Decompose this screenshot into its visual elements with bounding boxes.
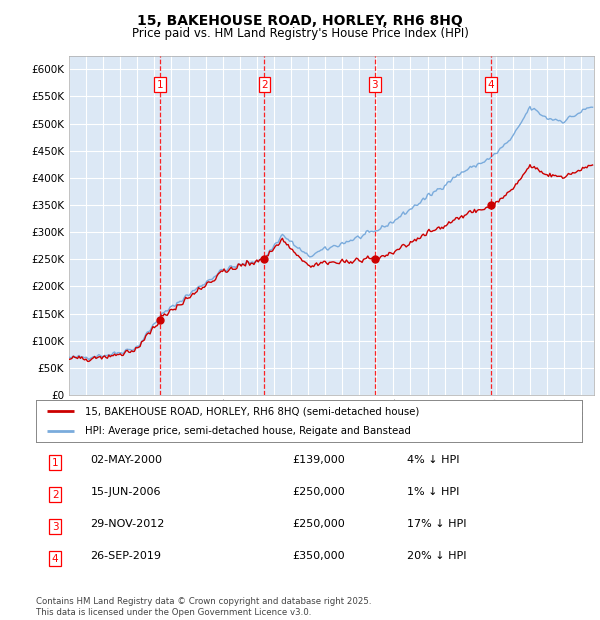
- Text: 4% ↓ HPI: 4% ↓ HPI: [407, 455, 460, 465]
- Text: 2: 2: [261, 79, 268, 90]
- Text: 1% ↓ HPI: 1% ↓ HPI: [407, 487, 460, 497]
- Text: 15, BAKEHOUSE ROAD, HORLEY, RH6 8HQ: 15, BAKEHOUSE ROAD, HORLEY, RH6 8HQ: [137, 14, 463, 28]
- Text: £250,000: £250,000: [293, 487, 346, 497]
- Text: 15-JUN-2006: 15-JUN-2006: [91, 487, 161, 497]
- Text: 2: 2: [52, 490, 58, 500]
- Text: 4: 4: [52, 554, 58, 564]
- Text: HPI: Average price, semi-detached house, Reigate and Banstead: HPI: Average price, semi-detached house,…: [85, 426, 411, 436]
- Text: 1: 1: [52, 458, 58, 467]
- Text: 26-SEP-2019: 26-SEP-2019: [91, 551, 161, 561]
- Text: 15, BAKEHOUSE ROAD, HORLEY, RH6 8HQ (semi-detached house): 15, BAKEHOUSE ROAD, HORLEY, RH6 8HQ (sem…: [85, 406, 419, 416]
- Text: 4: 4: [488, 79, 494, 90]
- Text: Contains HM Land Registry data © Crown copyright and database right 2025.
This d: Contains HM Land Registry data © Crown c…: [36, 598, 371, 617]
- Text: £250,000: £250,000: [293, 519, 346, 529]
- Text: 29-NOV-2012: 29-NOV-2012: [91, 519, 165, 529]
- Text: 17% ↓ HPI: 17% ↓ HPI: [407, 519, 467, 529]
- Text: 02-MAY-2000: 02-MAY-2000: [91, 455, 163, 465]
- Text: 3: 3: [52, 521, 58, 532]
- Text: 3: 3: [371, 79, 378, 90]
- Text: £139,000: £139,000: [293, 455, 346, 465]
- Text: £350,000: £350,000: [293, 551, 345, 561]
- Text: 20% ↓ HPI: 20% ↓ HPI: [407, 551, 467, 561]
- Text: Price paid vs. HM Land Registry's House Price Index (HPI): Price paid vs. HM Land Registry's House …: [131, 27, 469, 40]
- Text: 1: 1: [157, 79, 163, 90]
